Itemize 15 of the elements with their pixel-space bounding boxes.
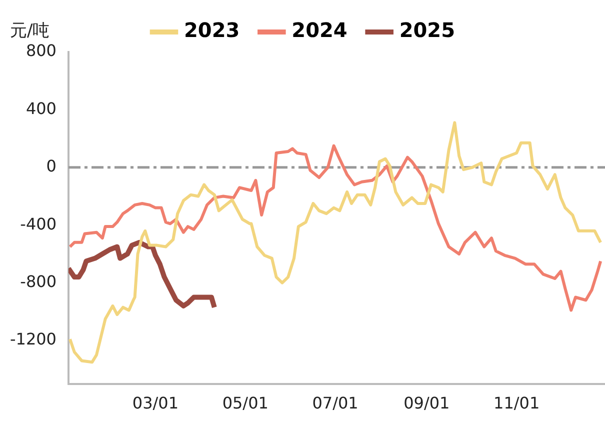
y-tick-label: -800: [20, 272, 56, 291]
x-tick-label: 03/01: [132, 394, 179, 413]
y-tick-label: -400: [20, 214, 56, 234]
y-tick-label: 800: [26, 41, 56, 60]
y-tick-label: -1200: [10, 330, 56, 349]
x-tick-label: 05/01: [222, 394, 268, 413]
x-tick-label: 11/01: [494, 394, 540, 413]
legend-label: 2025: [399, 18, 456, 42]
legend-label: 2024: [292, 18, 348, 42]
x-tick-label: 09/01: [404, 394, 450, 413]
legend-label: 2023: [184, 18, 240, 42]
y-tick-label: 0: [46, 156, 56, 176]
y-tick-label: 400: [26, 98, 56, 118]
y-axis-title: 元/吨: [10, 20, 50, 41]
x-tick-label: 07/01: [312, 394, 358, 413]
